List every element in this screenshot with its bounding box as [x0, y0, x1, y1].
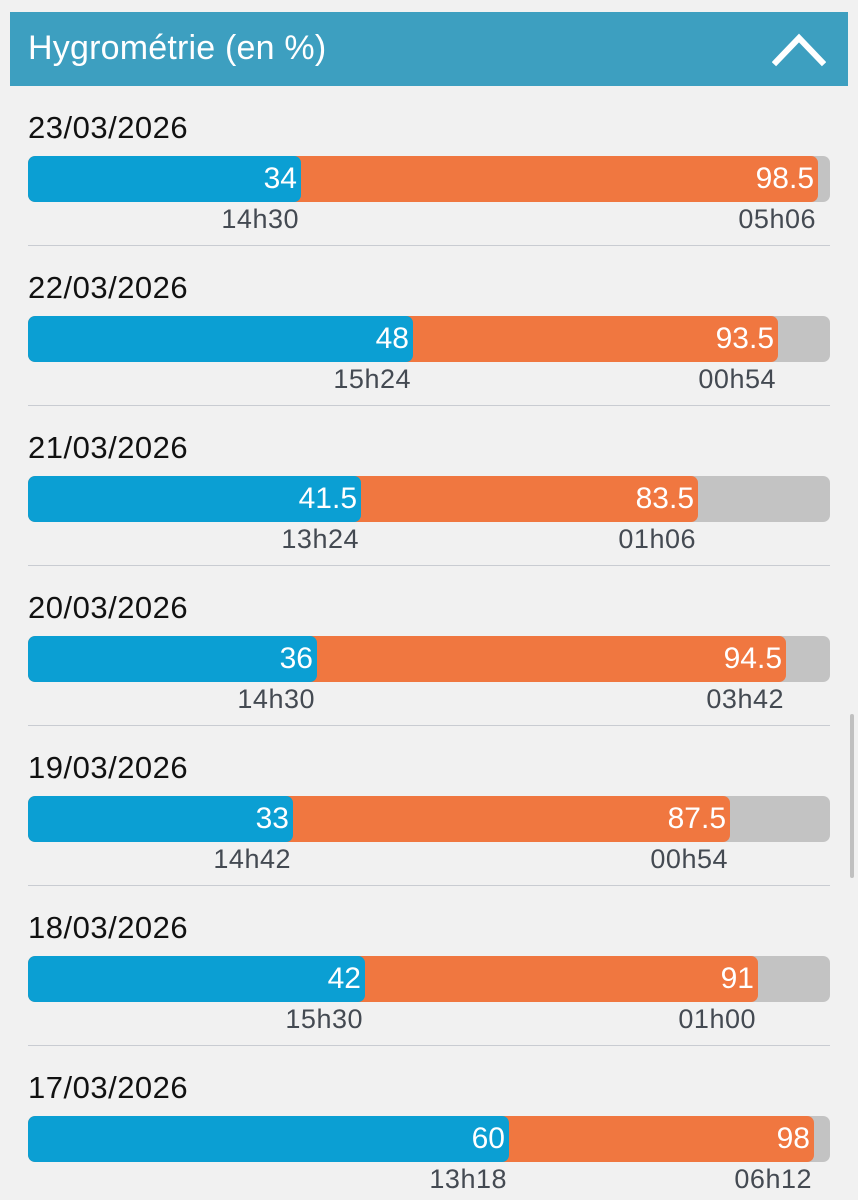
min-humidity-time: 14h30: [237, 684, 315, 714]
panel-title: Hygrométrie (en %): [28, 29, 327, 67]
day-date: 18/03/2026: [28, 910, 189, 945]
max-humidity-time: 05h06: [738, 204, 816, 234]
min-humidity-bar: [28, 956, 365, 1002]
min-humidity-value: 36: [279, 642, 313, 675]
day-date: 17/03/2026: [28, 1070, 189, 1105]
min-humidity-bar: [28, 156, 301, 202]
row-divider: [28, 405, 830, 406]
max-humidity-value: 98: [776, 1122, 810, 1155]
day-date: 20/03/2026: [28, 590, 189, 625]
row-divider: [28, 885, 830, 886]
min-humidity-value: 48: [375, 322, 409, 355]
max-humidity-time: 01h00: [678, 1004, 756, 1034]
row-divider: [28, 565, 830, 566]
day-row: 19/03/2026 33 87.5 14h42 00h54: [28, 726, 830, 886]
day-list[interactable]: 23/03/2026 34 98.5 14h30 05h06 22/03/2026 48 93…: [10, 86, 848, 1200]
day-date: 22/03/2026: [28, 270, 189, 305]
max-humidity-value: 87.5: [667, 802, 726, 835]
humidity-range-bar: 60 98: [28, 1116, 830, 1162]
panel-header[interactable]: Hygrométrie (en %): [10, 12, 848, 86]
max-humidity-value: 83.5: [635, 482, 694, 515]
min-humidity-bar: [28, 476, 361, 522]
day-date: 21/03/2026: [28, 430, 189, 465]
max-humidity-time: 01h06: [618, 524, 696, 554]
hygrometry-panel: Hygrométrie (en %) 23/03/2026 34 98.5 14h30…: [10, 12, 848, 1200]
min-humidity-time: 15h30: [285, 1004, 363, 1034]
max-humidity-time: 06h12: [734, 1164, 812, 1194]
humidity-range-bar: 41.5 83.5: [28, 476, 830, 522]
max-humidity-value: 93.5: [715, 322, 774, 355]
min-humidity-bar: [28, 796, 293, 842]
row-divider: [28, 1045, 830, 1046]
day-row: 17/03/2026 60 98 13h18 06h12: [28, 1046, 830, 1200]
humidity-range-bar: 33 87.5: [28, 796, 830, 842]
day-row: 21/03/2026 41.5 83.5 13h24 01h06: [28, 406, 830, 566]
row-divider: [28, 245, 830, 246]
day-row: 20/03/2026 36 94.5 14h30 03h42: [28, 566, 830, 726]
min-humidity-value: 34: [263, 162, 297, 195]
min-humidity-time: 14h30: [221, 204, 299, 234]
min-humidity-value: 60: [471, 1122, 505, 1155]
min-humidity-value: 41.5: [298, 482, 357, 515]
humidity-range-bar: 34 98.5: [28, 156, 830, 202]
row-divider: [28, 725, 830, 726]
max-humidity-value: 98.5: [755, 162, 814, 195]
chevron-up-icon: [772, 33, 826, 67]
min-humidity-time: 13h24: [281, 524, 359, 554]
max-humidity-time: 00h54: [650, 844, 728, 874]
collapse-button[interactable]: [772, 22, 826, 72]
min-humidity-value: 33: [255, 802, 289, 835]
min-humidity-time: 13h18: [429, 1164, 507, 1194]
max-humidity-time: 03h42: [706, 684, 784, 714]
min-humidity-time: 15h24: [333, 364, 411, 394]
humidity-range-bar: 48 93.5: [28, 316, 830, 362]
max-humidity-value: 91: [720, 962, 754, 995]
min-humidity-bar: [28, 636, 317, 682]
min-humidity-bar: [28, 1116, 509, 1162]
humidity-range-bar: 36 94.5: [28, 636, 830, 682]
day-row: 18/03/2026 42 91 15h30 01h00: [28, 886, 830, 1046]
humidity-range-bar: 42 91: [28, 956, 830, 1002]
scrollbar[interactable]: [850, 714, 854, 878]
day-row: 22/03/2026 48 93.5 15h24 00h54: [28, 246, 830, 406]
day-date: 19/03/2026: [28, 750, 189, 785]
min-humidity-value: 42: [327, 962, 361, 995]
max-humidity-time: 00h54: [698, 364, 776, 394]
max-humidity-value: 94.5: [723, 642, 782, 675]
day-date: 23/03/2026: [28, 110, 189, 145]
day-row: 23/03/2026 34 98.5 14h30 05h06: [28, 86, 830, 246]
min-humidity-bar: [28, 316, 413, 362]
min-humidity-time: 14h42: [213, 844, 291, 874]
